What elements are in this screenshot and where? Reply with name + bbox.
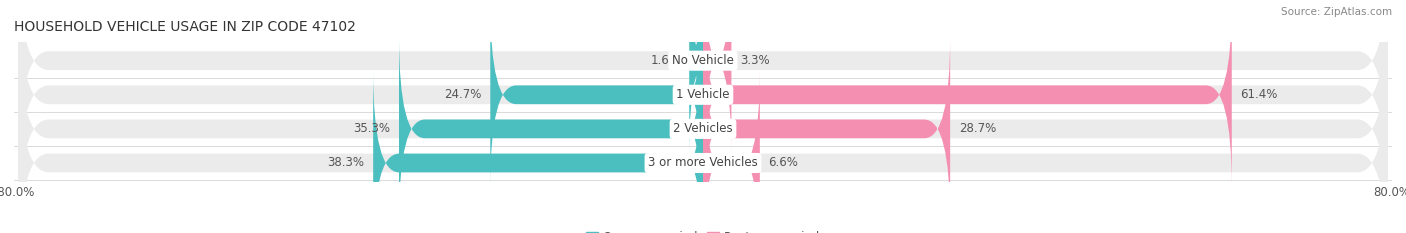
- Text: 38.3%: 38.3%: [328, 157, 364, 169]
- Text: 1 Vehicle: 1 Vehicle: [676, 88, 730, 101]
- Text: 1.6%: 1.6%: [651, 54, 681, 67]
- Text: HOUSEHOLD VEHICLE USAGE IN ZIP CODE 47102: HOUSEHOLD VEHICLE USAGE IN ZIP CODE 4710…: [14, 20, 356, 34]
- Text: 35.3%: 35.3%: [353, 122, 391, 135]
- FancyBboxPatch shape: [703, 36, 950, 222]
- FancyBboxPatch shape: [703, 70, 759, 233]
- FancyBboxPatch shape: [678, 0, 716, 154]
- Text: 61.4%: 61.4%: [1240, 88, 1278, 101]
- Text: 6.6%: 6.6%: [769, 157, 799, 169]
- Text: 24.7%: 24.7%: [444, 88, 482, 101]
- FancyBboxPatch shape: [18, 53, 1388, 233]
- FancyBboxPatch shape: [703, 0, 731, 154]
- FancyBboxPatch shape: [703, 2, 1232, 188]
- FancyBboxPatch shape: [18, 19, 1388, 233]
- Text: 28.7%: 28.7%: [959, 122, 995, 135]
- Text: No Vehicle: No Vehicle: [672, 54, 734, 67]
- FancyBboxPatch shape: [373, 70, 703, 233]
- FancyBboxPatch shape: [399, 36, 703, 222]
- Text: 2 Vehicles: 2 Vehicles: [673, 122, 733, 135]
- Text: Source: ZipAtlas.com: Source: ZipAtlas.com: [1281, 7, 1392, 17]
- FancyBboxPatch shape: [18, 0, 1388, 171]
- FancyBboxPatch shape: [18, 0, 1388, 205]
- FancyBboxPatch shape: [491, 2, 703, 188]
- Text: 3.3%: 3.3%: [740, 54, 769, 67]
- Text: 3 or more Vehicles: 3 or more Vehicles: [648, 157, 758, 169]
- Legend: Owner-occupied, Renter-occupied: Owner-occupied, Renter-occupied: [581, 226, 825, 233]
